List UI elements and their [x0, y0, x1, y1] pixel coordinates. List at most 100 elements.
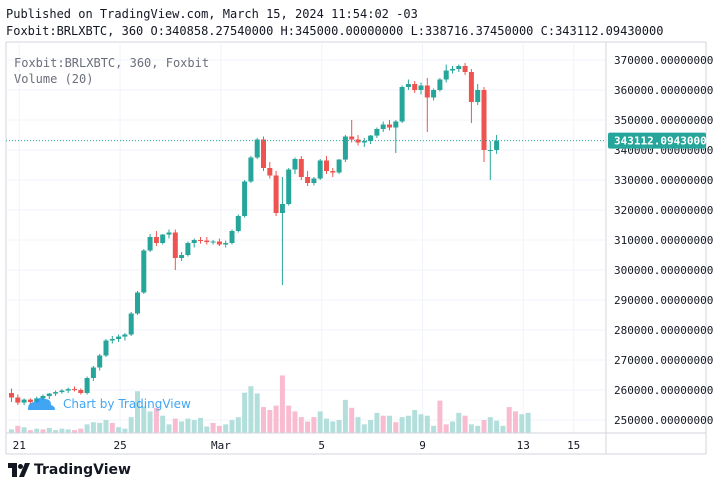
volume-bar	[147, 411, 153, 433]
volume-bar	[191, 420, 197, 433]
candle	[204, 237, 210, 245]
candle	[324, 156, 329, 174]
volume-bar	[216, 425, 222, 433]
candle	[191, 238, 197, 248]
candle	[393, 120, 399, 153]
candle	[153, 231, 159, 246]
x-tick-label: 15	[567, 439, 580, 452]
volume-bar	[210, 422, 216, 433]
candle	[254, 138, 260, 159]
volume-bar	[342, 399, 348, 433]
volume-bar	[374, 412, 380, 433]
candle	[279, 177, 285, 285]
volume-bar	[443, 424, 449, 433]
x-tick-label: 13	[517, 439, 530, 452]
candle	[242, 180, 248, 218]
candle	[399, 85, 405, 123]
watermark: Chart by TradingView	[28, 397, 191, 411]
y-tick-label: 280000.00000000	[614, 324, 713, 337]
candle	[368, 135, 374, 144]
candle	[405, 79, 411, 90]
y-tick-label: 360000.00000000	[614, 84, 713, 97]
volume-bar	[185, 418, 191, 433]
candle	[273, 171, 279, 216]
candle	[116, 334, 122, 342]
volume-bar	[72, 430, 77, 433]
candle	[380, 121, 386, 132]
volume-bar	[229, 420, 235, 433]
volume-bar	[254, 393, 260, 433]
last-price-badge	[608, 132, 706, 149]
candle	[387, 120, 392, 131]
candle	[135, 291, 140, 315]
volume-bar	[462, 415, 468, 433]
candle	[122, 333, 128, 341]
volume-bar	[166, 424, 172, 433]
candle	[59, 389, 65, 394]
volume-bar	[418, 414, 424, 433]
candle	[412, 81, 418, 93]
volume-bar	[412, 409, 418, 433]
candle	[109, 336, 115, 344]
volume-bar	[21, 427, 27, 433]
volume-bar	[160, 415, 166, 433]
candle	[311, 177, 317, 186]
volume-bar	[267, 409, 273, 433]
candle	[418, 82, 424, 95]
volume-bar	[242, 392, 248, 433]
y-tick-label: 350000.00000000	[614, 114, 713, 127]
candle	[494, 135, 500, 154]
volume-bar	[59, 428, 65, 433]
volume-bar	[15, 425, 21, 433]
volume-bar	[519, 414, 525, 433]
volume-bar	[317, 411, 323, 433]
volume-bar	[34, 428, 40, 433]
candle	[72, 386, 77, 392]
volume-bar	[53, 430, 59, 433]
volume-bar	[424, 415, 430, 433]
candle	[450, 66, 455, 74]
y-tick-label: 260000.00000000	[614, 384, 713, 397]
watermark-text: Chart by TradingView	[63, 397, 191, 411]
volume-bar	[311, 417, 317, 433]
volume-bar	[172, 418, 178, 433]
candle	[166, 229, 172, 239]
candle	[185, 241, 191, 257]
cloud-icon	[28, 398, 55, 410]
volume-bar	[399, 417, 405, 433]
volume-series	[9, 375, 531, 433]
brand-name: TradingView	[34, 462, 131, 478]
candle	[97, 354, 103, 371]
candle	[424, 78, 430, 132]
candle	[267, 162, 273, 179]
volume-bar	[286, 405, 292, 433]
volume-bar	[292, 411, 298, 433]
volume-bar	[84, 424, 90, 433]
candle	[349, 120, 355, 143]
chart-frame	[5, 41, 707, 455]
volume-bar	[179, 421, 185, 433]
candle	[456, 64, 462, 72]
tradingview-logo-icon	[8, 463, 30, 477]
legend-volume: Volume (20)	[14, 72, 93, 86]
grid	[6, 42, 606, 433]
volume-bar	[90, 422, 96, 433]
candle	[342, 135, 348, 162]
volume-bar	[506, 407, 512, 433]
volume-bar	[481, 420, 487, 433]
volume-bar	[153, 407, 159, 433]
candle	[481, 87, 487, 162]
candle	[374, 127, 380, 138]
candle	[172, 229, 178, 270]
y-tick-label: 300000.00000000	[614, 264, 713, 277]
x-tick-label: 5	[318, 439, 325, 452]
y-tick-label: 320000.00000000	[614, 204, 713, 217]
candle	[235, 214, 241, 233]
volume-bar	[122, 428, 128, 433]
volume-bar	[65, 429, 71, 433]
volume-bar	[336, 420, 342, 433]
y-tick-label: 370000.00000000	[614, 54, 713, 67]
candle	[78, 388, 84, 395]
x-tick-label: 9	[419, 439, 426, 452]
